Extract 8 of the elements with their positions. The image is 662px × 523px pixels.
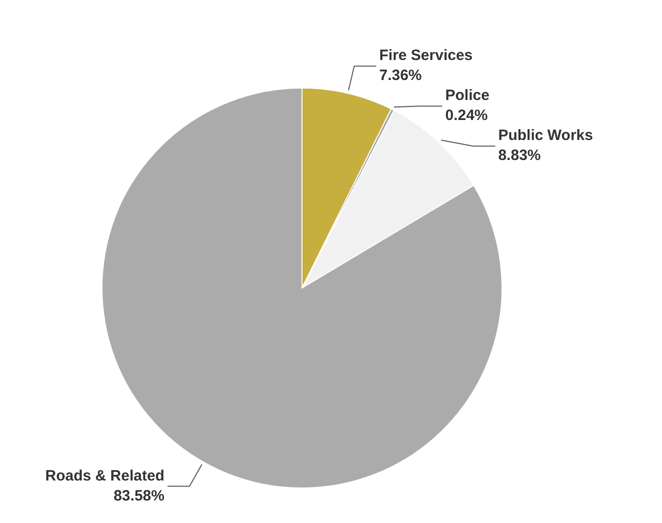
data-label: 7.36%: [379, 67, 422, 84]
data-label: 83.58%: [114, 487, 164, 504]
slice-label: Roads & Related: [45, 467, 164, 484]
slice-label: Fire Services: [379, 47, 473, 64]
slice-label: Police: [445, 87, 490, 104]
slice-label: Public Works: [498, 127, 593, 144]
data-label: 0.24%: [445, 107, 488, 124]
data-label: 8.83%: [498, 147, 541, 164]
